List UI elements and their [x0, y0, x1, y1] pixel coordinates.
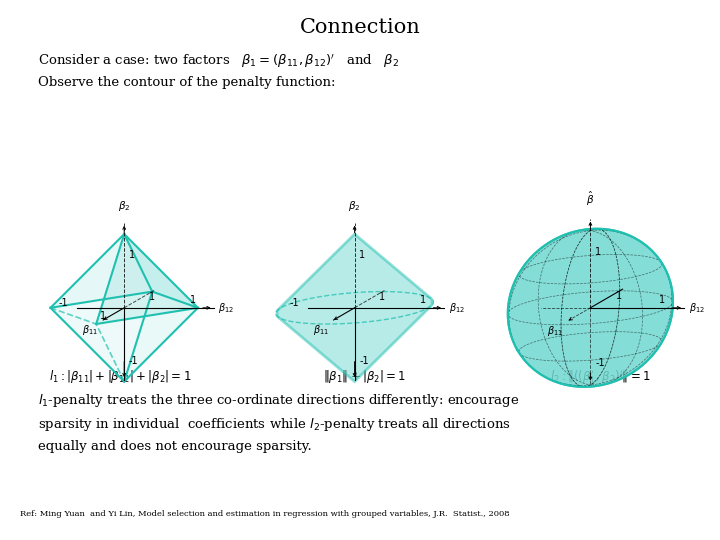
Ellipse shape: [508, 229, 673, 387]
Text: -1: -1: [129, 356, 138, 366]
Text: 1: 1: [659, 295, 665, 305]
Text: 1: 1: [129, 249, 135, 260]
Text: $l_2 : \|((\beta_1', \beta_2)'\| = 1$: $l_2 : \|((\beta_1', \beta_2)'\| = 1$: [549, 368, 650, 386]
Polygon shape: [96, 234, 198, 324]
Text: $\beta_{12}$: $\beta_{12}$: [449, 301, 464, 315]
Polygon shape: [125, 292, 198, 381]
Text: $l_1 : |\beta_{11}| + |\beta_{12}| + |\beta_2| = 1$: $l_1 : |\beta_{11}| + |\beta_{12}| + |\b…: [49, 368, 192, 385]
Text: Observe the contour of the penalty function:: Observe the contour of the penalty funct…: [38, 76, 336, 89]
Polygon shape: [277, 234, 432, 381]
Text: 1: 1: [595, 247, 601, 257]
Text: $\|\beta_1\| + |\beta_2| = 1$: $\|\beta_1\| + |\beta_2| = 1$: [323, 368, 407, 385]
Text: $\beta_{11}$: $\beta_{11}$: [312, 323, 329, 337]
Text: -1: -1: [59, 298, 68, 308]
Text: $\beta_{11}$: $\beta_{11}$: [547, 323, 564, 338]
Polygon shape: [50, 292, 152, 381]
Text: -1: -1: [359, 356, 369, 366]
Text: Consider a case: two factors   $\beta_1 = (\beta_{11}, \beta_{12})'$   and   $\b: Consider a case: two factors $\beta_1 = …: [38, 52, 400, 70]
Text: Connection: Connection: [300, 18, 420, 37]
Text: 1: 1: [148, 292, 155, 301]
Text: 1: 1: [616, 291, 622, 301]
Text: $\hat{\beta}$: $\hat{\beta}$: [586, 190, 595, 208]
Text: Ref: Ming Yuan  and Yi Lin, Model selection and estimation in regression with gr: Ref: Ming Yuan and Yi Lin, Model selecti…: [20, 510, 510, 518]
Text: $\beta_2$: $\beta_2$: [118, 199, 130, 213]
Polygon shape: [125, 234, 198, 308]
Text: -1: -1: [595, 359, 605, 368]
Text: 1: 1: [189, 295, 196, 305]
Text: $\beta_{12}$: $\beta_{12}$: [218, 301, 234, 315]
Text: 1: 1: [420, 295, 426, 305]
Polygon shape: [50, 234, 152, 308]
Text: equally and does not encourage sparsity.: equally and does not encourage sparsity.: [38, 440, 312, 453]
Text: 1: 1: [359, 249, 366, 260]
Text: 1: 1: [100, 311, 106, 321]
Text: $\beta_{12}$: $\beta_{12}$: [689, 301, 705, 315]
Text: 1: 1: [379, 292, 385, 301]
Text: $l_1$-penalty treats the three co-ordinate directions differently: encourage: $l_1$-penalty treats the three co-ordina…: [38, 392, 519, 409]
Text: $\beta_2$: $\beta_2$: [348, 199, 361, 213]
Text: -1: -1: [289, 298, 299, 308]
Text: sparsity in individual  coefficients while $l_2$-penalty treats all directions: sparsity in individual coefficients whil…: [38, 416, 510, 433]
Text: $\beta_{11}$: $\beta_{11}$: [82, 323, 99, 337]
